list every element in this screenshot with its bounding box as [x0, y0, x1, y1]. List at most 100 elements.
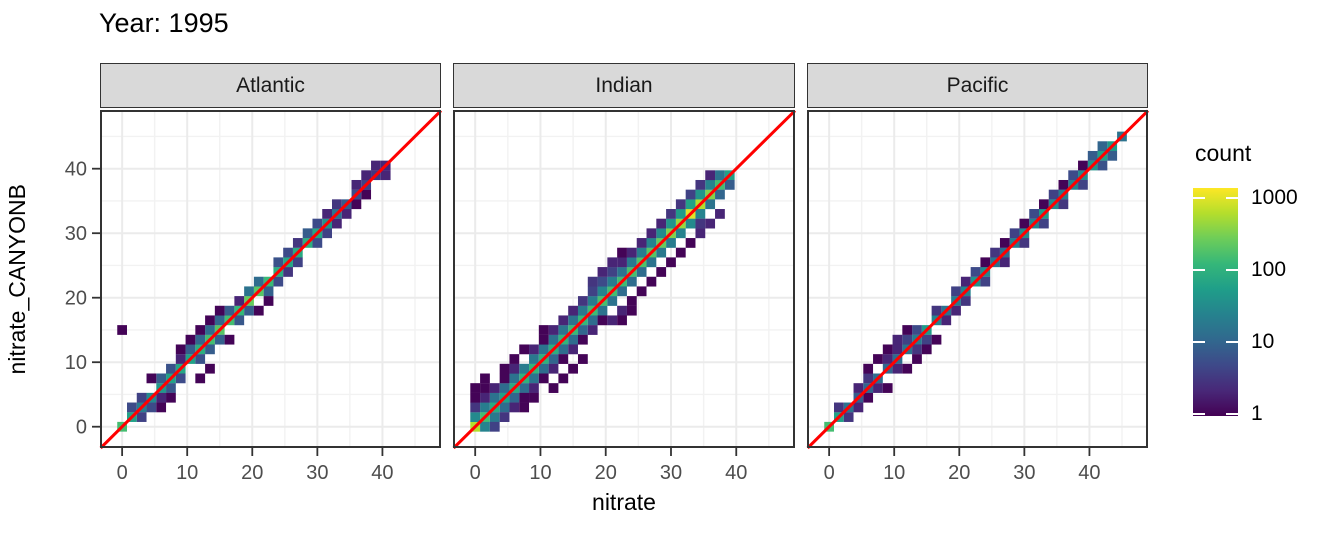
bin2d-cell	[666, 257, 676, 268]
bin2d-cell	[636, 286, 647, 297]
bin2d-cell	[351, 199, 362, 210]
bin2d-cell	[509, 354, 520, 364]
bin2d-cell	[705, 179, 716, 190]
bin2d-cell	[882, 354, 893, 364]
y-tick-label: 0	[76, 417, 87, 439]
bin2d-cell	[214, 334, 225, 345]
bin2d-cell	[519, 383, 530, 393]
facet-strip-atlantic: Atlantic	[100, 63, 441, 108]
bin2d-cell	[912, 325, 922, 335]
legend-tick-label: 100	[1251, 258, 1287, 281]
bin2d-cell	[558, 354, 569, 364]
bin2d-cell	[999, 257, 1010, 268]
bin2d-cell	[873, 354, 883, 364]
bin2d-cell	[843, 412, 854, 422]
bin2d-cell	[902, 334, 913, 345]
bin2d-cell	[853, 383, 864, 393]
x-tick-label: 30	[660, 462, 682, 484]
bin2d-cell	[999, 238, 1010, 248]
facet-panel-indian: 0 10 20 30 40	[452, 109, 797, 484]
bin2d-cell	[568, 363, 578, 374]
bin2d-cell	[548, 383, 559, 393]
bin2d-cell	[499, 412, 510, 422]
bin2d-cell	[597, 276, 608, 287]
bin2d-cell	[1038, 199, 1049, 210]
x-tick-label: 10	[883, 462, 905, 484]
x-tick-label: 30	[306, 462, 328, 484]
bin2d-cell	[656, 267, 667, 277]
bin2d-cell	[921, 344, 932, 355]
bin2d-cell	[921, 334, 932, 345]
legend-tick-label: 1000	[1251, 185, 1298, 209]
bin2d-cell	[990, 247, 1000, 258]
legend-title: count	[1195, 140, 1252, 166]
bin2d-cell	[195, 373, 206, 384]
bin2d-cell	[941, 315, 952, 326]
bin2d-cell	[587, 315, 598, 326]
bin2d-cell	[175, 344, 186, 355]
bin2d-cell	[380, 170, 391, 181]
bin2d-cell	[519, 402, 530, 413]
bin2d-cell	[568, 344, 578, 355]
bin2d-cell	[195, 325, 206, 335]
panel-border	[453, 110, 795, 448]
bin2d-cell	[195, 354, 206, 364]
bin2d-cell	[863, 363, 874, 374]
facet-panel-atlantic: 0 10 20 30 40 0 10 20 30 40	[65, 109, 443, 484]
bin2d-cell	[597, 315, 608, 326]
bin2d-cell	[666, 238, 676, 248]
bin2d-cell	[558, 344, 569, 355]
facet-strip-indian: Indian	[453, 63, 795, 108]
bin2d-cell	[489, 421, 500, 432]
bin2d-cell	[646, 276, 657, 287]
bin2d-cell	[166, 392, 176, 403]
bin2d-cell	[538, 325, 549, 335]
bin2d-cell	[863, 392, 874, 403]
bin2d-cell	[214, 315, 225, 326]
bin2d-cell	[509, 402, 520, 413]
bin2d-cell	[1029, 209, 1039, 219]
y-tick-label: 40	[65, 159, 87, 181]
bin2d-cell	[292, 257, 303, 268]
bin2d-cell	[587, 286, 598, 297]
bin2d-cell	[931, 305, 942, 316]
bin2d-cell	[470, 392, 481, 403]
bin2d-cell	[656, 247, 667, 258]
bin2d-cell	[675, 247, 686, 258]
bin2d-cell	[509, 363, 520, 374]
bin2d-cell	[685, 189, 696, 200]
bin2d-cell	[912, 344, 922, 355]
bin2d-cell	[597, 267, 608, 277]
bin2d-cell	[626, 247, 637, 258]
bin2d-cell	[341, 209, 352, 219]
bin2d-cell	[166, 383, 176, 393]
bin2d-cell	[146, 373, 157, 384]
bin2d-cell	[597, 305, 608, 316]
bin2d-cell	[292, 238, 303, 248]
bin2d-cell	[529, 344, 539, 355]
y-tick-label: 30	[65, 223, 87, 245]
legend-tick-label: 1	[1251, 402, 1263, 426]
bin2d-cell	[626, 276, 637, 287]
colorbar-tick-mark	[1226, 341, 1238, 344]
bin2d-cell	[646, 238, 657, 248]
bin2d-cell	[548, 354, 559, 364]
bin2d-cell	[617, 267, 627, 277]
y-tick-label: 20	[65, 288, 87, 310]
facet-strip-pacific: Pacific	[807, 63, 1148, 108]
bin2d-cell	[214, 305, 225, 316]
bin2d-cell	[724, 179, 735, 190]
bin2d-cell	[156, 402, 167, 413]
x-tick-label: 0	[117, 462, 128, 484]
bin2d-cell	[863, 373, 874, 384]
bin2d-cell	[685, 218, 696, 229]
bin2d-cell	[577, 296, 588, 306]
bin2d-cell	[273, 276, 284, 287]
x-tick-label: 30	[1013, 462, 1035, 484]
bin2d-cell	[244, 286, 254, 297]
bin2d-cell	[675, 209, 686, 219]
bin2d-cell	[519, 344, 530, 355]
bin2d-cell	[302, 228, 313, 239]
bin2d-cell	[558, 373, 569, 384]
